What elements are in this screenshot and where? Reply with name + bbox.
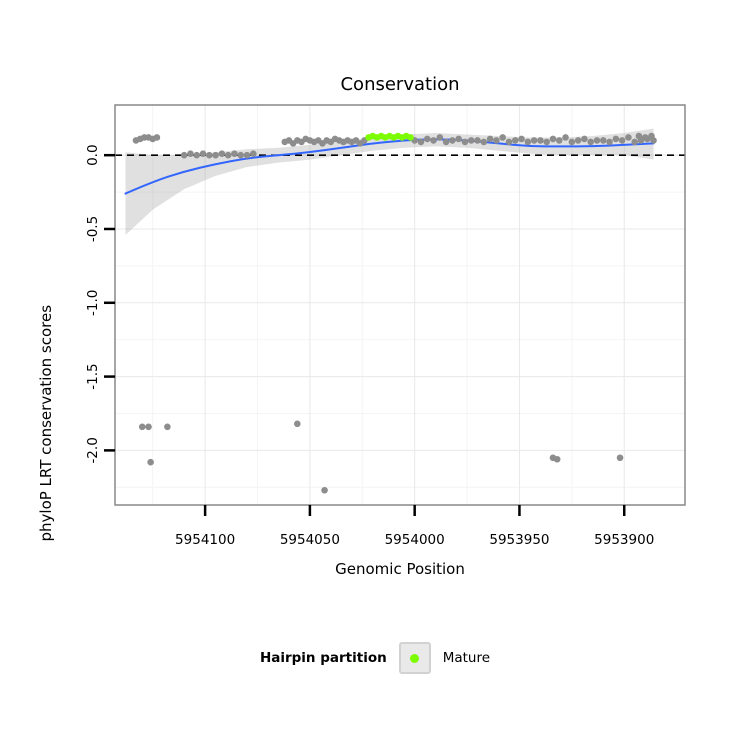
- data-point: [237, 151, 245, 159]
- data-point: [480, 138, 488, 146]
- x-tick-label: 5954000: [385, 532, 445, 548]
- data-point: [625, 134, 632, 141]
- y-tick-label: 0.0: [85, 144, 101, 165]
- data-point: [568, 138, 576, 146]
- data-point: [218, 150, 226, 158]
- data-point: [618, 137, 626, 144]
- data-point: [631, 138, 639, 146]
- data-point: [449, 137, 456, 144]
- data-point: [486, 135, 494, 143]
- data-point: [455, 135, 462, 143]
- data-point: [193, 151, 201, 159]
- data-point: [635, 132, 643, 140]
- data-point: [442, 138, 450, 146]
- y-tick-label: -1.0: [85, 290, 101, 316]
- data-point: [606, 138, 613, 146]
- data-point: [243, 151, 251, 159]
- legend-item-label: Mature: [442, 650, 491, 666]
- data-point: [153, 134, 161, 141]
- mature-point: [407, 134, 414, 141]
- y-tick-label: -1.5: [85, 363, 101, 389]
- panel-border: [114, 104, 686, 506]
- y-tick-label: -0.5: [85, 216, 101, 242]
- data-point: [511, 137, 519, 144]
- data-point: [648, 132, 655, 140]
- data-point: [581, 135, 588, 143]
- y-axis-title-text: phyloP LRT conservation scores: [37, 304, 55, 542]
- panel-background: [115, 105, 685, 505]
- data-point: [206, 151, 213, 159]
- data-point: [224, 151, 232, 159]
- data-point: [147, 458, 154, 466]
- data-point: [616, 454, 624, 462]
- data-point: [187, 150, 194, 158]
- chart-title: Conservation: [340, 74, 460, 95]
- data-point: [543, 138, 550, 146]
- data-point: [138, 423, 146, 431]
- data-point: [493, 137, 500, 144]
- x-tick-label: 5953900: [594, 532, 654, 548]
- x-tick-label: 5953950: [489, 532, 549, 548]
- data-point: [321, 486, 328, 494]
- data-point: [250, 150, 257, 158]
- data-point: [499, 134, 506, 141]
- x-tick-label: 5954100: [175, 532, 235, 548]
- data-point: [145, 423, 152, 431]
- x-tick-label: 5954050: [280, 532, 340, 548]
- data-point: [474, 137, 481, 144]
- legend: Hairpin partition Mature: [0, 638, 750, 678]
- data-point: [199, 150, 207, 158]
- data-point: [518, 135, 525, 143]
- data-point: [574, 137, 582, 144]
- legend-title: Hairpin partition: [259, 650, 387, 666]
- data-point: [294, 420, 301, 428]
- data-point: [417, 138, 425, 146]
- data-point: [537, 137, 544, 144]
- data-point: [231, 150, 238, 158]
- data-point: [430, 137, 437, 144]
- legend-key-box: [398, 642, 431, 674]
- data-point: [562, 134, 569, 141]
- x-axis-title: Genomic Position: [335, 560, 465, 578]
- data-point: [599, 137, 607, 144]
- data-point: [587, 138, 594, 146]
- data-point: [461, 138, 469, 146]
- data-point: [593, 137, 601, 144]
- y-tick-label: -2.0: [85, 437, 101, 463]
- data-point: [555, 137, 563, 144]
- confidence-ribbon: [125, 128, 654, 235]
- data-point: [436, 134, 444, 141]
- data-point: [530, 137, 538, 144]
- data-point: [524, 138, 532, 146]
- data-point: [180, 151, 188, 159]
- data-point: [505, 138, 513, 146]
- mature-point-icon: [410, 653, 420, 663]
- data-point: [212, 151, 219, 159]
- data-point: [549, 135, 557, 143]
- data-point: [641, 134, 649, 141]
- data-point: [467, 137, 475, 144]
- data-point: [612, 135, 620, 143]
- data-point: [164, 423, 171, 431]
- smooth-line: [124, 138, 655, 195]
- data-point: [423, 135, 431, 143]
- data-point: [553, 455, 561, 463]
